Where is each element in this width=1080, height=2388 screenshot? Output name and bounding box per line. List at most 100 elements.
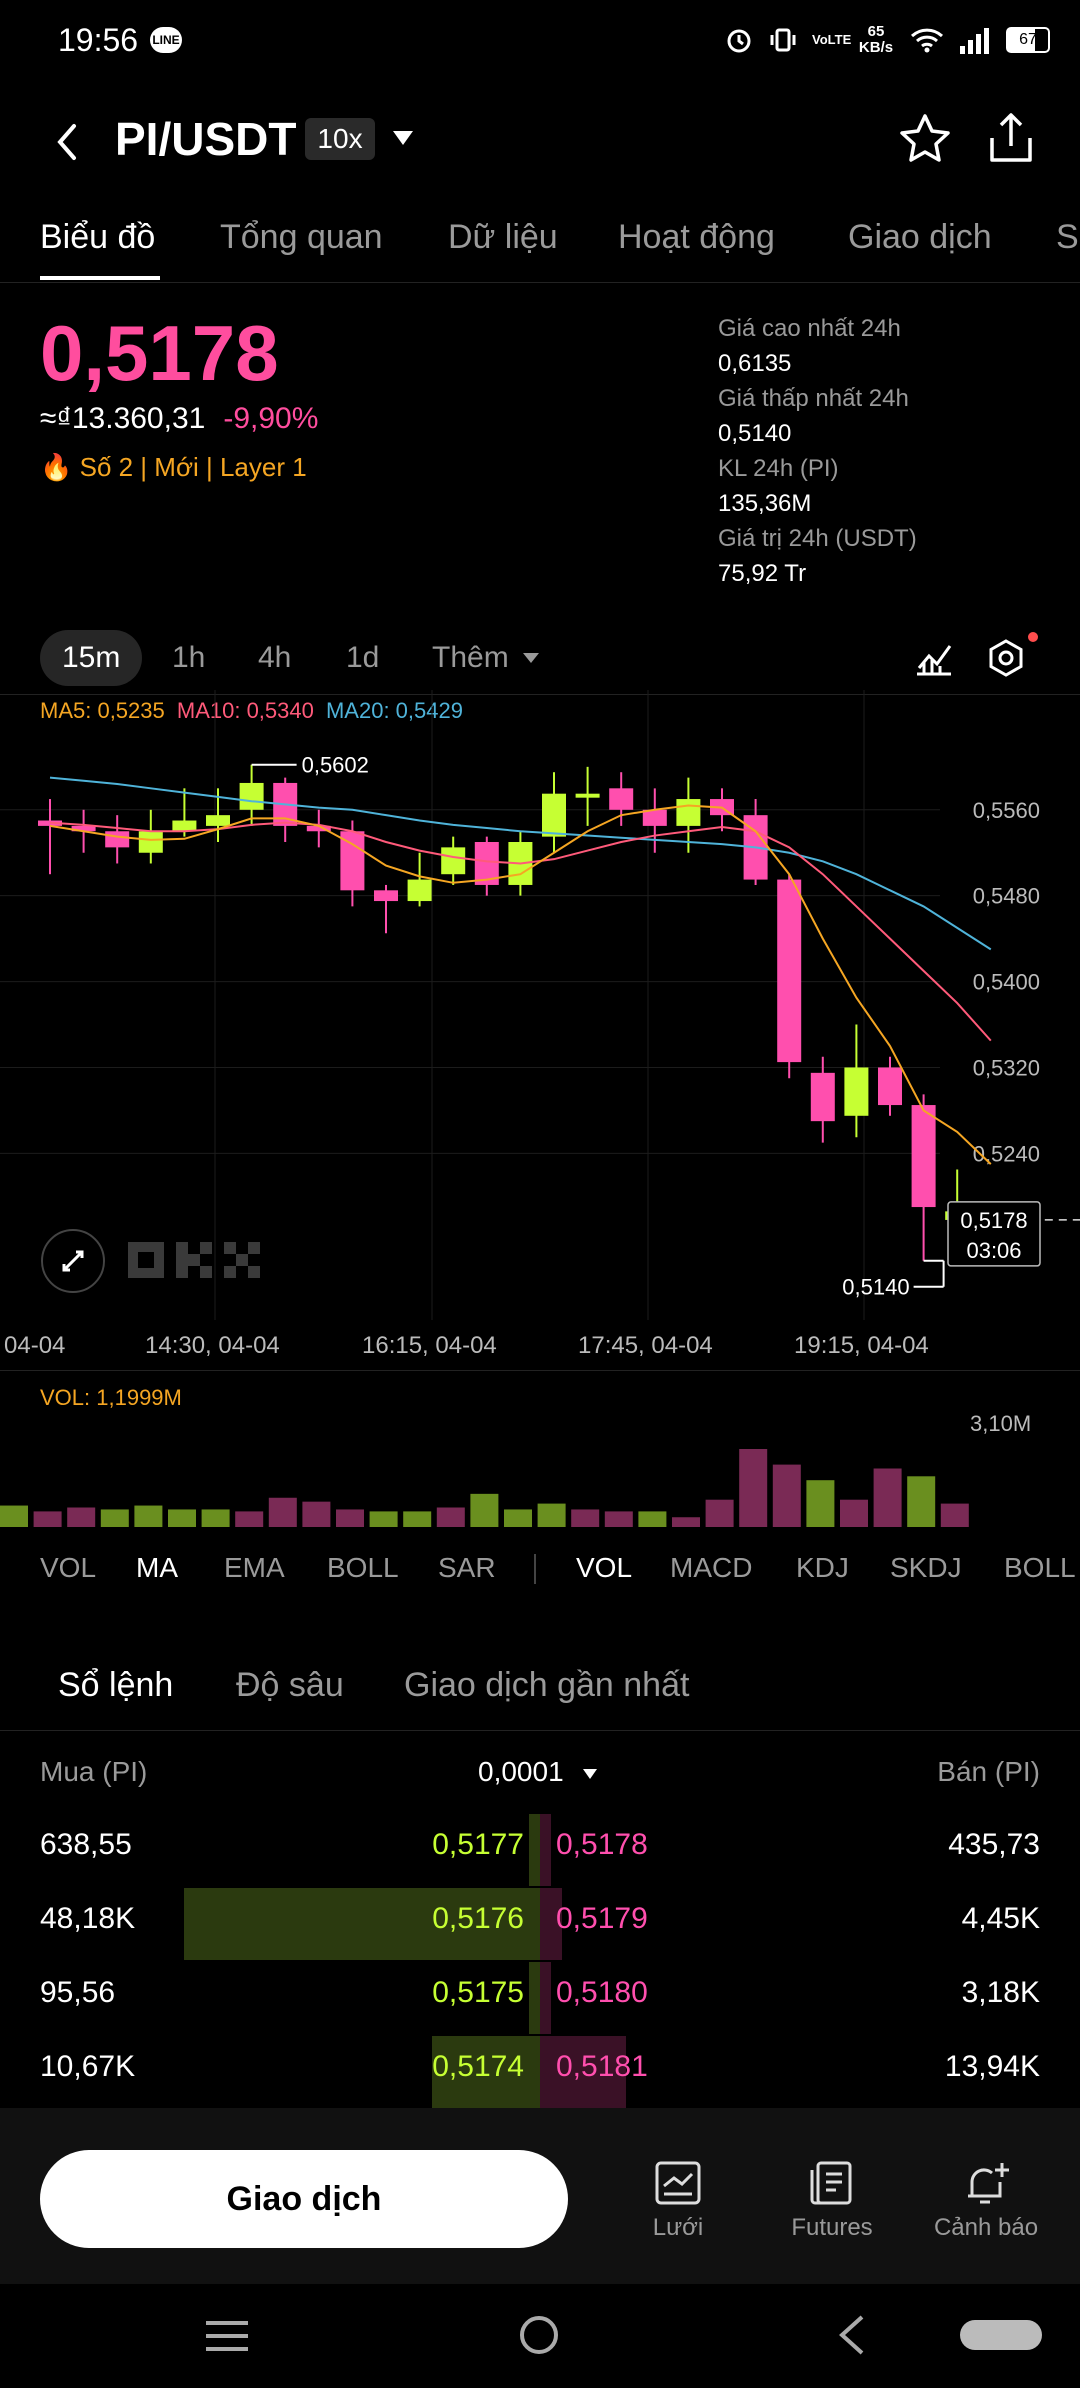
settings-icon[interactable] xyxy=(986,638,1026,678)
volume-bar xyxy=(100,1509,129,1527)
tab-overview[interactable]: Tổng quan xyxy=(220,218,383,256)
orderbook-row[interactable]: 95,56 0,5175 0,5180 3,18K xyxy=(0,1958,1080,2034)
tab-data[interactable]: Dữ liệu xyxy=(448,218,558,256)
tab-activity[interactable]: Hoạt động xyxy=(618,218,775,256)
star-icon[interactable] xyxy=(898,112,952,166)
stat-label: Giá cao nhất 24h xyxy=(718,315,901,342)
vibrate-icon xyxy=(770,28,796,52)
ask-price: 0,5178 xyxy=(556,1828,648,1861)
signal-icon xyxy=(960,28,989,54)
back-icon[interactable] xyxy=(836,2314,866,2356)
volume-bar xyxy=(840,1499,868,1527)
candle-body xyxy=(172,820,197,832)
divider xyxy=(0,694,1080,695)
volume-bar xyxy=(134,1505,163,1527)
chevron-down-icon[interactable] xyxy=(582,1768,598,1780)
share-icon[interactable] xyxy=(984,110,1038,166)
indicator-vol[interactable]: VOL xyxy=(40,1552,97,1583)
timeframe-more[interactable]: Thêm xyxy=(432,641,509,674)
volume-bar xyxy=(940,1503,969,1527)
volume-bar xyxy=(302,1501,331,1527)
expand-icon[interactable] xyxy=(40,1228,106,1294)
system-nav xyxy=(0,2284,1080,2388)
candlestick-chart[interactable]: 0,5560 0,5480 0,5400 0,5320 0,5240 0,5602 0,51… xyxy=(0,690,1080,1330)
orderbook-row[interactable]: 10,67K 0,5174 0,5181 13,94K xyxy=(0,2032,1080,2108)
y-tick: 0,5400 xyxy=(973,970,1040,995)
futures-button[interactable]: Futures xyxy=(762,2160,902,2242)
last-price-box xyxy=(947,1201,1041,1267)
candle-body xyxy=(911,1105,936,1208)
indicator-boll-sub[interactable]: BOLL xyxy=(1004,1552,1076,1583)
indicator-macd[interactable]: MACD xyxy=(670,1552,753,1583)
pair-title[interactable]: PI/USDT xyxy=(115,113,297,165)
ma5-label: MA5: 0,5235 xyxy=(40,698,165,723)
price-change: -9,90% xyxy=(223,402,319,435)
tab-chart[interactable]: Biểu đồ xyxy=(40,218,156,256)
indicator-icon[interactable] xyxy=(914,640,954,676)
indicator-skdj[interactable]: SKDJ xyxy=(890,1552,962,1583)
main-tabs: Biểu đồ Tổng quan Dữ liệu Hoạt động Giao… xyxy=(0,212,1080,283)
tab-trades[interactable]: Giao dịch xyxy=(848,218,992,256)
volume-bar xyxy=(772,1464,801,1527)
tab-orderbook[interactable]: Sổ lệnh xyxy=(58,1666,174,1704)
volume-bar xyxy=(67,1507,96,1527)
indicator-vol-sub[interactable]: VOL xyxy=(576,1552,633,1583)
timeframe-1d[interactable]: 1d xyxy=(346,641,380,674)
divider xyxy=(534,1554,536,1584)
timeframe-1h[interactable]: 1h xyxy=(172,641,206,674)
buy-qty: 638,55 xyxy=(40,1828,132,1861)
candle-body xyxy=(810,1072,835,1122)
chevron-down-icon[interactable] xyxy=(392,130,414,146)
price-sub: ≈₫13.360,31 -9,90% xyxy=(40,402,318,436)
timeframe-15m[interactable]: 15m xyxy=(40,630,143,686)
chevron-down-icon[interactable] xyxy=(522,652,540,664)
timeframe-4h[interactable]: 4h xyxy=(258,641,292,674)
last-price-label: 0,5178 xyxy=(960,1208,1027,1233)
stat-label: Giá thấp nhất 24h xyxy=(718,385,909,412)
x-tick: 04-04 xyxy=(4,1332,66,1359)
volume-bar xyxy=(739,1449,768,1527)
leverage-badge[interactable]: 10x xyxy=(305,118,375,160)
orderbook-row[interactable]: 48,18K 0,5176 0,5179 4,45K xyxy=(0,1884,1080,1960)
net-speed: 65 KB/s xyxy=(858,23,894,56)
buy-qty: 48,18K xyxy=(40,1902,136,1935)
candle-body xyxy=(441,847,466,875)
sell-qty: 13,94K xyxy=(944,2050,1040,2083)
stat-label: KL 24h (PI) xyxy=(718,455,839,482)
candle-body xyxy=(340,831,365,891)
recent-apps-icon[interactable] xyxy=(204,2320,250,2352)
volume-bar xyxy=(604,1511,633,1527)
candle-body xyxy=(206,815,230,826)
volume-bar xyxy=(0,1505,28,1527)
alert-button[interactable]: Cảnh báo xyxy=(916,2160,1056,2242)
indicator-boll[interactable]: BOLL xyxy=(327,1552,399,1583)
volume-bar xyxy=(369,1511,398,1527)
indicator-ema[interactable]: EMA xyxy=(224,1552,285,1583)
status-time: 19:56 xyxy=(58,22,139,58)
grid-button[interactable]: Lưới xyxy=(608,2160,748,2242)
candle-body xyxy=(676,799,701,826)
indicator-ma[interactable]: MA xyxy=(136,1552,178,1583)
trade-button[interactable]: Giao dịch xyxy=(40,2150,568,2248)
indicator-kdj[interactable]: KDJ xyxy=(796,1552,849,1583)
candle-body xyxy=(777,879,802,1063)
bid-price: 0,5176 xyxy=(432,1902,524,1935)
bell-plus-icon xyxy=(968,2163,1009,2204)
indicator-sar[interactable]: SAR xyxy=(438,1552,496,1583)
coin-tags[interactable]: 🔥 Số 2 | Mới | Layer 1 xyxy=(40,452,307,482)
orderbook-row[interactable]: 638,55 0,5177 0,5178 435,73 xyxy=(0,1810,1080,1886)
tab-depth[interactable]: Độ sâu xyxy=(236,1666,344,1704)
back-arrow-icon[interactable] xyxy=(52,122,84,162)
candle-body xyxy=(105,831,130,848)
tab-more[interactable]: S xyxy=(1056,218,1079,256)
stat-value: 0,6135 xyxy=(718,350,792,377)
status-bar: 19:56 LINE VoLTE 65 KB/s 67 xyxy=(0,0,1080,80)
volume-panel: VOL: 1,1999M 3,10M xyxy=(0,1370,1080,1531)
ma-legend: MA5: 0,5235 MA10: 0,5340 MA20: 0,5429 xyxy=(40,698,463,724)
grid-label: Lưới xyxy=(652,2214,704,2241)
candle-body xyxy=(642,809,667,826)
step-select[interactable]: 0,0001 xyxy=(478,1756,564,1787)
home-icon[interactable] xyxy=(518,2314,560,2356)
tab-recent-trades[interactable]: Giao dịch gần nhất xyxy=(404,1666,690,1704)
orderbook-tabs: Sổ lệnh Độ sâu Giao dịch gần nhất xyxy=(0,1660,1080,1731)
